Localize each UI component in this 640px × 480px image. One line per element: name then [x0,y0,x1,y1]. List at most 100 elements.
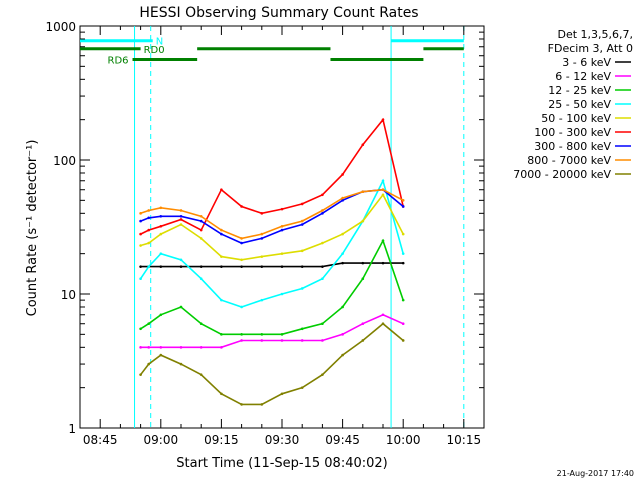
data-point [300,223,304,226]
data-point [341,232,344,236]
data-point [159,353,163,357]
data-point [321,193,324,197]
data-point [381,188,385,192]
data-point [260,298,264,302]
data-point [300,219,304,223]
data-point [179,218,183,221]
data-point [381,193,385,197]
data-point [260,255,264,258]
data-point [381,313,385,317]
data-point [300,287,304,290]
data-point [240,241,243,245]
legend-label: 25 - 50 keV [548,98,611,111]
y-axis-label: Count Rate (s⁻¹ detector⁻¹) [25,140,40,317]
data-point [260,339,264,342]
x-tick-label: 10:15 [447,433,482,447]
data-point [220,255,223,258]
data-point [361,261,365,265]
data-point [361,190,365,194]
data-point [139,232,142,236]
data-point [139,212,142,215]
series-line [139,178,404,308]
data-point [139,244,142,247]
data-point [321,241,324,245]
data-point [179,209,183,212]
data-point [321,277,324,281]
data-point [220,298,223,302]
data-point [300,202,304,206]
data-point [280,392,284,396]
data-point [321,209,324,212]
data-point [280,228,284,232]
series-7000-20000keV [139,322,405,406]
data-point [179,265,183,268]
data-point [139,327,142,331]
data-point [147,346,150,349]
legend-label: 7000 - 20000 keV [513,168,611,181]
x-tick-label: 09:00 [144,433,179,447]
data-point [159,225,163,228]
data-point [361,143,365,147]
legend-label: 100 - 300 keV [534,126,611,139]
series-50-100keV [139,193,405,262]
legend-label: 6 - 12 keV [555,70,611,83]
series-800-7000keV [139,188,405,240]
data-point [280,292,284,296]
data-point [220,188,223,192]
data-point [260,237,264,240]
data-point [280,333,284,336]
data-point [341,261,344,265]
data-point [401,339,405,342]
legend: Det 1,3,5,6,7,FDecim 3, Att 03 - 6 keV6 … [513,28,633,181]
data-point [159,346,163,349]
data-point [159,232,163,236]
data-point [280,252,284,255]
data-point [147,265,150,268]
legend-header: Det 1,3,5,6,7, [557,28,633,41]
data-point [321,373,324,376]
data-point [260,212,264,215]
y-tick-label: 10 [61,288,76,302]
x-tick-label: 09:15 [204,433,239,447]
data-point [300,327,304,331]
y-axis-ticks: 1 10 100 1000 [45,20,484,436]
data-point [381,118,385,121]
data-point [240,339,243,342]
data-point [361,322,365,326]
data-point [147,209,150,212]
data-point [220,333,223,336]
data-point [321,265,324,268]
data-point [179,346,183,349]
data-point [260,232,264,236]
data-point [401,205,405,208]
series-25-50keV [139,178,405,309]
data-point [199,322,203,326]
data-point [240,265,243,268]
legend-header: FDecim 3, Att 0 [548,42,633,55]
data-point [240,237,243,240]
data-point [321,212,324,215]
data-point [240,258,243,262]
data-point [300,265,304,268]
data-point [179,223,183,226]
legend-label: 3 - 6 keV [562,56,611,69]
data-point [321,339,324,342]
data-point [159,252,163,255]
data-point [341,333,344,336]
series-6-12keV [139,313,405,349]
data-point [159,313,163,317]
data-point [381,239,385,242]
data-point [199,346,203,349]
y-tick-label: 1000 [45,20,76,34]
data-point [341,305,344,309]
data-point [300,339,304,342]
chart-title: HESSI Observing Summary Count Rates [139,5,418,21]
data-point [260,265,264,268]
data-point [139,219,142,223]
data-point [341,173,344,176]
x-tick-label: 10:00 [386,433,421,447]
data-point [220,232,223,236]
data-point [240,333,243,336]
data-point [280,265,284,268]
